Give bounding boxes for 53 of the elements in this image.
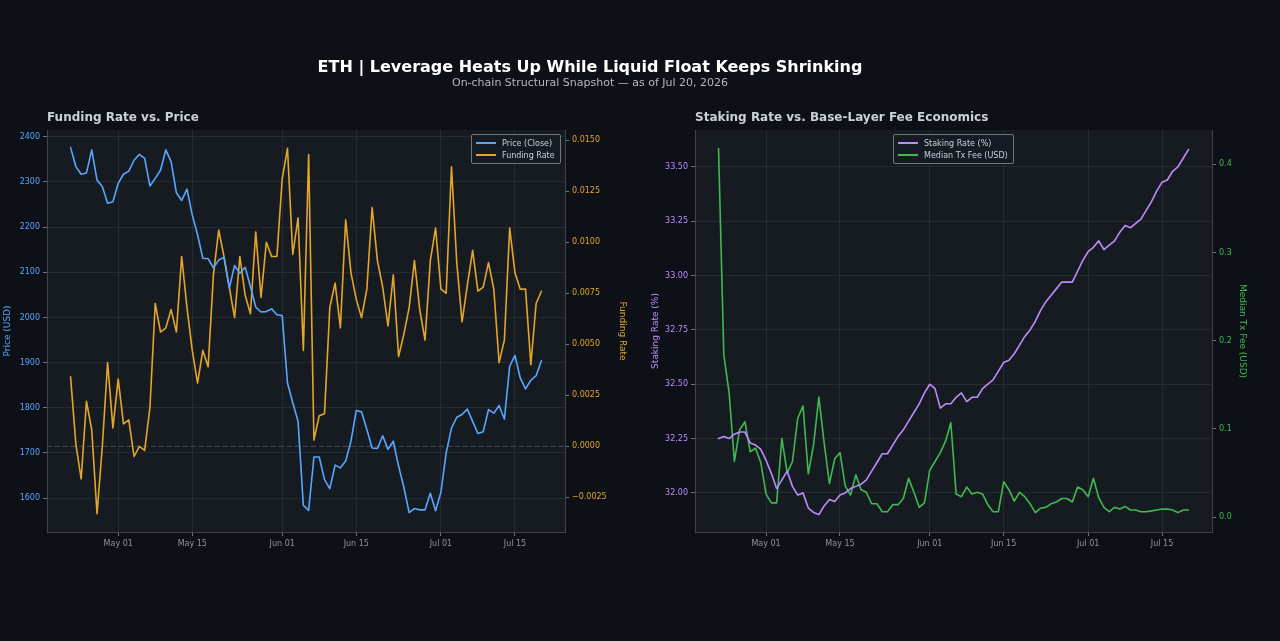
x-tick-label: Jul 15 [1149, 538, 1174, 548]
y2-axis-title: Funding Rate [618, 301, 629, 362]
chart-title: Staking Rate vs. Base-Layer Fee Economics [695, 110, 989, 124]
y-tick-label: 32.75 [665, 324, 688, 334]
y2-tick-label: 0.0050 [572, 339, 600, 349]
y2-tick-label: 0.0125 [572, 186, 600, 196]
y-tick-label: 2300 [19, 177, 40, 187]
y2-tick-label: 0.3 [1219, 247, 1232, 257]
y2-tick-label: −0.0025 [572, 492, 607, 502]
y2-tick-label: 0.0100 [572, 237, 600, 247]
y2-tick-label: 0.1 [1219, 423, 1232, 433]
x-tick-label: May 15 [177, 538, 207, 548]
text: On-chain Structural Snapshot — as of Jul 20, 2026 [450, 76, 730, 89]
y2-axis-title: Median Tx Fee (USD) [1238, 283, 1249, 379]
x-tick-label: Jun 01 [268, 538, 295, 548]
x-tick-label: Jun 15 [990, 538, 1017, 548]
y-tick-label: 32.00 [665, 487, 688, 497]
y-tick-label: 33.50 [665, 162, 688, 172]
y-tick-label: 2200 [19, 222, 40, 232]
legend-label: Funding Rate [502, 150, 555, 160]
legend-label: Price (Close) [502, 138, 553, 148]
y-tick-label: 32.25 [665, 433, 688, 443]
y-tick-label: 2400 [19, 131, 40, 141]
y-tick-label: 1700 [19, 448, 40, 458]
y-tick-label: 33.25 [665, 216, 688, 226]
y-tick-label: 2000 [19, 312, 40, 322]
x-tick-label: May 01 [751, 538, 781, 548]
y-axis-title: Price (USD) [1, 305, 12, 357]
legend-label: Median Tx Fee (USD) [924, 150, 1008, 160]
y2-tick-label: 0.0000 [572, 441, 600, 451]
x-tick-label: Jun 15 [342, 538, 369, 548]
y-tick-label: 1900 [19, 357, 40, 367]
y2-tick-label: 0.0150 [572, 135, 600, 145]
y2-tick-label: 0.0075 [572, 288, 600, 298]
x-tick-label: Jul 01 [1075, 538, 1100, 548]
y-tick-label: 1800 [19, 402, 40, 412]
y-tick-label: 1600 [19, 493, 40, 503]
chart-title: Funding Rate vs. Price [47, 110, 199, 124]
y-tick-label: 32.50 [665, 379, 688, 389]
y2-tick-label: 0.2 [1219, 335, 1232, 345]
y-axis-title: Staking Rate (%) [649, 293, 660, 369]
y2-tick-label: 0.4 [1219, 159, 1232, 169]
x-tick-label: May 01 [103, 538, 133, 548]
text: ETH | Leverage Heats Up While Liquid Float Keeps Shrinking [316, 57, 864, 76]
y-tick-label: 2100 [19, 267, 40, 277]
x-tick-label: Jul 15 [502, 538, 527, 548]
y2-tick-label: 0.0025 [572, 390, 600, 400]
x-tick-label: Jul 01 [428, 538, 453, 548]
y-tick-label: 33.00 [665, 270, 688, 280]
y2-tick-label: 0.0 [1219, 512, 1232, 522]
x-tick-label: Jun 01 [916, 538, 943, 548]
x-tick-label: May 15 [825, 538, 855, 548]
legend-label: Staking Rate (%) [924, 138, 992, 148]
